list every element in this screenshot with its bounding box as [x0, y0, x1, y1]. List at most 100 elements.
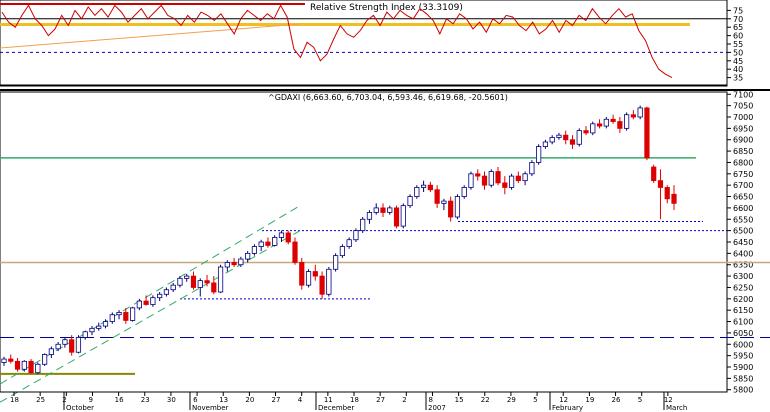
candle [163, 287, 170, 297]
candle-body [204, 280, 210, 284]
candle-body [617, 121, 623, 129]
x-month-label: February [552, 404, 583, 412]
candle-body [21, 360, 27, 370]
price-title: ^GDAXI (6,663.60, 6,703.04, 6,593.46, 6,… [268, 93, 508, 102]
price-tick-label: 6850 [733, 147, 753, 156]
candle [14, 357, 21, 372]
candle [55, 342, 61, 352]
candle [420, 180, 427, 192]
x-axis: 18 25 2 9 16 23 30 6 13 20 27 4 11 18 27 2 8 15 22 29 5 12 19 2… [0, 391, 727, 412]
candle [441, 198, 447, 211]
candle [610, 114, 616, 124]
candle-body [461, 187, 467, 197]
x-day-label: 2 [62, 396, 66, 404]
candle [285, 230, 291, 245]
x-day-label: 13 [219, 396, 228, 404]
candle [475, 169, 481, 181]
candle [75, 335, 82, 354]
candle [96, 322, 102, 331]
x-day-label: 15 [455, 396, 464, 404]
candle-body [529, 162, 535, 175]
candles [1, 105, 677, 375]
candle-body [55, 343, 61, 350]
price-tick-label: 6300 [733, 272, 753, 281]
candle-body [224, 262, 230, 268]
candle-body [102, 321, 109, 327]
candle-body [624, 114, 630, 129]
candle [569, 135, 576, 149]
candle [8, 354, 14, 364]
x-day-label: 9 [88, 396, 92, 404]
rsi-line [1, 4, 673, 79]
candle-body [217, 266, 224, 293]
candle-body [353, 230, 359, 241]
candle [197, 278, 203, 297]
candle [448, 196, 454, 222]
candle [123, 307, 129, 324]
candle-body [278, 232, 285, 238]
candle [292, 237, 298, 265]
price-tick-label: 7000 [733, 113, 753, 122]
x-day-label: 4 [298, 396, 303, 404]
candle-body [556, 134, 562, 138]
price-tick-label: 6900 [733, 136, 753, 145]
price-tick-label: 6650 [733, 193, 753, 202]
candle-body [596, 123, 603, 127]
candle [177, 276, 183, 288]
candle-body [576, 130, 582, 145]
candle [529, 160, 535, 177]
candle-body [292, 241, 298, 263]
candle-body [170, 284, 176, 291]
x-day-label: 19 [585, 396, 594, 404]
candle [360, 217, 366, 233]
x-day-label: 16 [115, 396, 124, 404]
rsi-title: Relative Strength Index (33.3109) [310, 3, 463, 13]
candle-body [116, 312, 122, 316]
candle-body [272, 237, 278, 246]
candle [583, 126, 589, 136]
candle-body [285, 232, 291, 243]
x-day-label: 27 [376, 396, 385, 404]
candle-body [42, 354, 48, 365]
candle-body [657, 180, 664, 188]
x-month-label: December [318, 404, 354, 412]
candle-body [312, 271, 318, 277]
candle-body [441, 200, 447, 204]
candle [278, 230, 285, 242]
candle-body [630, 114, 636, 118]
candle-body [177, 277, 183, 286]
candle-body [414, 187, 420, 197]
candle-body [387, 207, 393, 213]
rsi-tick-label: 70 [733, 15, 743, 24]
candle-body [190, 275, 197, 288]
price-tick-label: 6600 [733, 204, 753, 213]
candle [21, 360, 27, 372]
candle-body [258, 241, 264, 247]
candle [542, 139, 549, 149]
candle [664, 185, 670, 204]
candle-body [238, 258, 244, 266]
candle [671, 185, 677, 211]
candle [617, 117, 623, 133]
rsi-tick-label: 65 [733, 23, 743, 32]
candle [515, 171, 521, 183]
x-day-label: 25 [36, 396, 45, 404]
price-tick-label: 6250 [733, 283, 753, 292]
x-day-label: 18 [350, 396, 359, 404]
price-tick-label: 6100 [733, 318, 753, 327]
x-day-label: 26 [612, 396, 621, 404]
candle-body [407, 196, 413, 207]
candle [387, 205, 393, 215]
candle [502, 176, 508, 195]
candle [407, 194, 413, 208]
x-day-label: 30 [167, 396, 176, 404]
candle [129, 306, 136, 322]
candle [143, 295, 149, 306]
x-month-label: March [666, 404, 687, 412]
price-tick-label: 6150 [733, 306, 753, 315]
candle-body [326, 268, 332, 295]
candle [596, 119, 603, 129]
candle [624, 112, 630, 131]
candle [481, 171, 488, 190]
